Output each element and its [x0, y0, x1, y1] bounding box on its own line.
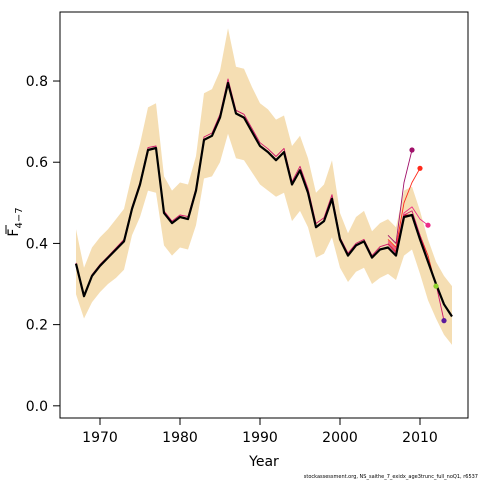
plot-frame — [59, 11, 469, 419]
x-axis-label: Year — [248, 454, 279, 470]
x-tick-label-1990: 1990 — [242, 430, 278, 446]
x-tick-label-1970: 1970 — [82, 430, 118, 446]
y-axis-label-main: F — [6, 229, 22, 237]
y-axis-label: F4−7 — [5, 207, 25, 237]
series-end-point-1 — [441, 318, 447, 324]
y-axis-label-subscript: 4−7 — [14, 207, 25, 228]
x-tick-label-2010: 2010 — [402, 430, 438, 446]
y-axis: 0.0 0.2 0.4 0.6 0.8 — [26, 74, 60, 415]
y-tick-label-2: 0.4 — [26, 236, 48, 252]
y-tick-label-3: 0.6 — [26, 155, 48, 171]
confidence-band-layer — [76, 28, 452, 345]
x-tick-label-1980: 1980 — [162, 430, 198, 446]
credit-text: stockassessment.org, NS_saithe_7_exidx_a… — [304, 474, 478, 480]
x-tick-label-2000: 2000 — [322, 430, 358, 446]
confidence-band — [76, 28, 452, 345]
series-line-0 — [74, 81, 453, 318]
series-end-point-2 — [433, 283, 439, 289]
x-axis: 1970 1980 1990 2000 2010 — [82, 418, 438, 446]
y-tick-label-4: 0.8 — [26, 74, 48, 90]
series-line-3 — [387, 206, 429, 250]
series-lines-layer — [74, 78, 453, 321]
series-end-point-5 — [409, 147, 415, 153]
y-tick-label-0: 0.0 — [26, 399, 48, 415]
end-points-layer — [409, 147, 447, 324]
series-end-point-4 — [417, 165, 423, 171]
series-line-5 — [387, 149, 413, 244]
y-tick-label-1: 0.2 — [26, 318, 48, 334]
series-line-4 — [387, 168, 421, 248]
svg-text:F4−7: F4−7 — [6, 207, 25, 236]
series-end-point-3 — [425, 222, 431, 228]
